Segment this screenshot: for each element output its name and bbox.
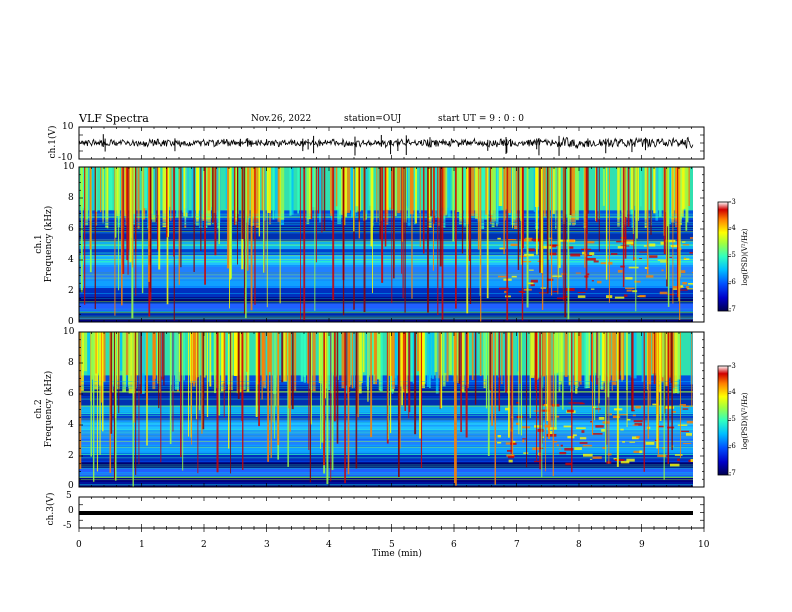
cb2-tick: -3 bbox=[729, 362, 736, 370]
ch1-spec-ytick: 8 bbox=[68, 193, 74, 203]
ch2-spec-ytick: 4 bbox=[68, 420, 74, 430]
ch2-spec-ytick: 6 bbox=[68, 389, 74, 399]
date-label: Nov.26, 2022 bbox=[251, 114, 312, 124]
xtick-label: 6 bbox=[451, 540, 457, 550]
xtick-label: 10 bbox=[698, 540, 710, 550]
ch1-spec-ytick: 6 bbox=[68, 224, 74, 234]
xtick-label: 5 bbox=[389, 540, 395, 550]
ch2-spec-ylabel-units: Frequency (kHz) bbox=[44, 370, 54, 448]
chart-title: VLF Spectra bbox=[79, 112, 149, 125]
xtick-label: 3 bbox=[264, 540, 270, 550]
xtick-label: 9 bbox=[639, 540, 645, 550]
cb1-tick: -4 bbox=[729, 224, 736, 232]
ch1-spec-ytick: 4 bbox=[68, 255, 74, 265]
ch3-wave-ytick: -5 bbox=[63, 521, 72, 531]
cb2-tick: -5 bbox=[729, 415, 736, 423]
ch2-colorbar bbox=[717, 365, 729, 476]
cb1-tick: -7 bbox=[729, 305, 736, 313]
ch1-wave-ytick-top: 10 bbox=[62, 122, 74, 132]
ch1-spectrogram-image bbox=[79, 167, 704, 322]
ch2-spec-ytick: 0 bbox=[68, 481, 74, 491]
ch2-spec-ytick: 10 bbox=[63, 327, 75, 337]
cb1-tick: -6 bbox=[729, 278, 736, 286]
xtick-label: 2 bbox=[201, 540, 207, 550]
cb1-tick: -5 bbox=[729, 251, 736, 259]
ch1-spec-ytick: 2 bbox=[68, 286, 74, 296]
cb2-tick: -7 bbox=[729, 469, 736, 477]
cb2-tick: -6 bbox=[729, 442, 736, 450]
cb2-label: log(PSD)(V²/Hz) bbox=[741, 392, 749, 450]
ch2-spec-ytick: 8 bbox=[68, 358, 74, 368]
cb1-tick: -3 bbox=[729, 198, 736, 206]
ch2-spectrogram-image bbox=[79, 332, 704, 488]
ch1-wave-ylabel: ch.1(V) bbox=[48, 125, 58, 159]
ch1-waveform-trace bbox=[78, 134, 694, 156]
ch1-spec-ylabel-units: Frequency (kHz) bbox=[44, 205, 54, 283]
cb2-tick: -4 bbox=[729, 388, 736, 396]
ch3-wave-ytick: 0 bbox=[68, 506, 74, 516]
ch3-waveform-trace bbox=[79, 511, 693, 515]
x-axis-label: Time (min) bbox=[372, 549, 422, 559]
xtick-label: 4 bbox=[326, 540, 332, 550]
xtick-label: 8 bbox=[576, 540, 582, 550]
ch3-wave-ylabel: ch.3(V) bbox=[46, 492, 56, 526]
start-time-label: start UT = 9 : 0 : 0 bbox=[438, 114, 524, 124]
ch3-wave-ytick: 5 bbox=[66, 491, 72, 501]
xtick-label: 7 bbox=[514, 540, 520, 550]
ch1-wave-ytick-bottom: -10 bbox=[58, 153, 73, 163]
station-label: station=OUJ bbox=[344, 114, 402, 124]
ch1-colorbar bbox=[717, 201, 729, 312]
axis-ticks bbox=[78, 126, 731, 532]
xtick-label: 1 bbox=[139, 540, 145, 550]
ch1-spec-ytick: 0 bbox=[68, 317, 74, 327]
xtick-label: 0 bbox=[76, 540, 82, 550]
ch2-spec-ytick: 2 bbox=[68, 451, 74, 461]
ch1-spec-ytick: 10 bbox=[63, 162, 75, 172]
cb1-label: log(PSD)(V²/Hz) bbox=[741, 228, 749, 286]
